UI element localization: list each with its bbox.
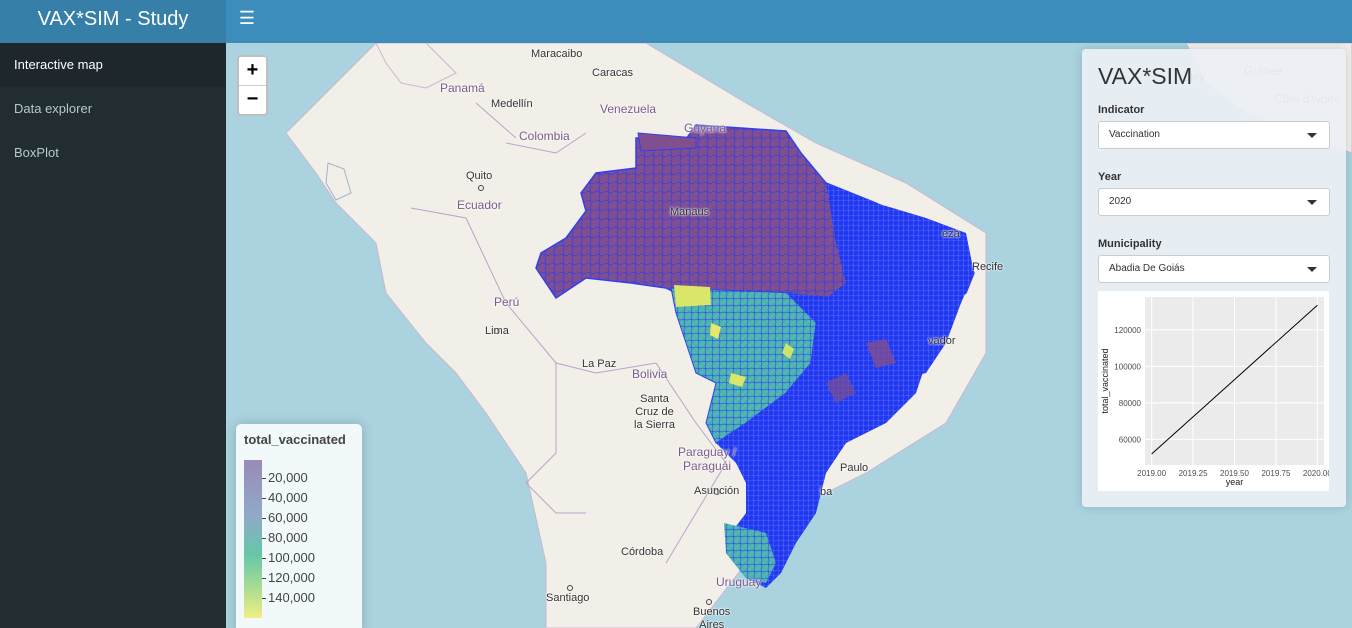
legend-tick: 40,000 xyxy=(262,490,308,505)
zoom-in-button[interactable]: + xyxy=(239,57,266,86)
y-tick-label: 60000 xyxy=(1119,435,1142,444)
sidebar: Interactive map Data explorer BoxPlot xyxy=(0,43,226,628)
map-legend: total_vaccinated 20,000 40,000 60,000 80… xyxy=(236,424,362,628)
map-label-fortaleza: eza xyxy=(942,228,960,240)
x-axis-title: year xyxy=(1226,477,1244,487)
map-label-santacruz: Santa Cruz de la Sierra xyxy=(634,393,675,431)
map-label-caracas: Caracas xyxy=(592,67,633,79)
x-tick-label: 2020.00 xyxy=(1303,469,1329,478)
map-label-sao-paulo: Paulo xyxy=(840,462,869,474)
map-label-curitiba: ba xyxy=(820,486,833,498)
legend-color-ramp xyxy=(244,460,262,618)
map-label-asuncion: Asunción xyxy=(694,485,740,497)
galapagos-island xyxy=(325,162,352,201)
sidebar-item-data-explorer[interactable]: Data explorer xyxy=(14,101,93,116)
caret-down-icon xyxy=(1307,267,1317,272)
vaccination-plot: 2019.00 2019.25 2019.50 2019.75 2020.00 60000… xyxy=(1098,291,1329,491)
map-label-peru: Perú xyxy=(494,295,520,309)
caret-down-icon xyxy=(1307,200,1317,205)
interactive-map[interactable]: Maracaibo Caracas Panamá Medellín Venezu… xyxy=(226,43,1352,628)
map-label-lima: Lima xyxy=(485,325,509,337)
legend-tick: 120,000 xyxy=(262,570,315,585)
indicator-label: Indicator xyxy=(1098,104,1145,116)
legend-tick: 60,000 xyxy=(262,510,308,525)
year-select[interactable]: 2020 xyxy=(1098,188,1330,216)
map-label-manaus: Manaus xyxy=(670,206,710,218)
zoom-control: + − xyxy=(237,55,268,116)
map-label-colombia: Colombia xyxy=(519,129,570,143)
legend-tick: 80,000 xyxy=(262,530,308,545)
legend-title: total_vaccinated xyxy=(244,432,346,447)
municipality-select[interactable]: Abadia De Goiás xyxy=(1098,255,1330,283)
header-bar: VAX*SIM - Study ☰ xyxy=(0,0,1352,43)
y-tick-label: 120000 xyxy=(1114,326,1141,335)
map-label-ecuador: Ecuador xyxy=(457,198,502,212)
map-label-uruguay: Uruguay xyxy=(716,575,762,589)
indicator-select[interactable]: Vaccination xyxy=(1098,121,1330,149)
map-label-venezuela: Venezuela xyxy=(600,102,657,116)
map-label-santiago: Santiago xyxy=(546,592,590,604)
map-label-bolivia: Bolivia xyxy=(632,367,668,381)
legend-tick: 20,000 xyxy=(262,470,308,485)
indicator-value: Vaccination xyxy=(1109,129,1160,140)
municipality-value: Abadia De Goiás xyxy=(1109,263,1185,274)
map-label-lapaz: La Paz xyxy=(582,358,617,370)
x-tick-label: 2019.00 xyxy=(1137,469,1166,478)
year-label: Year xyxy=(1098,171,1122,183)
municipality-label: Municipality xyxy=(1098,238,1162,250)
map-label-medellin: Medellín xyxy=(491,98,533,110)
caret-down-icon xyxy=(1307,133,1317,138)
map-label-guyana: Guyana xyxy=(684,121,727,135)
map-label-quito: Quito xyxy=(466,170,493,182)
y-axis-title: total_vaccinated xyxy=(1100,348,1110,413)
map-label-cordoba: Córdoba xyxy=(621,546,664,558)
legend-tick: 100,000 xyxy=(262,550,315,565)
series-line xyxy=(1151,304,1318,455)
line-chart: 2019.00 2019.25 2019.50 2019.75 2020.00 60000… xyxy=(1100,297,1329,487)
map-label-buenos-aires: Buenos Aires xyxy=(693,606,731,628)
map-label-maracaibo: Maracaibo xyxy=(531,48,583,60)
legend-tick: 140,000 xyxy=(262,590,315,605)
x-tick-label: 2019.50 xyxy=(1220,469,1249,478)
y-tick-label: 100000 xyxy=(1114,362,1141,371)
control-panel: VAX*SIM Indicator Vaccination Year 2020 … xyxy=(1082,49,1346,507)
sidebar-item-boxplot[interactable]: BoxPlot xyxy=(14,145,59,160)
map-label-panama: Panamá xyxy=(440,81,485,95)
map-label-paraguay: Paraguay / Paraguái xyxy=(678,445,737,473)
panel-title: VAX*SIM xyxy=(1098,63,1193,89)
x-tick-label: 2019.75 xyxy=(1261,469,1290,478)
map-label-salvador: vador xyxy=(928,335,956,347)
sidebar-item-interactive-map[interactable]: Interactive map xyxy=(0,43,226,87)
x-tick-label: 2019.25 xyxy=(1179,469,1208,478)
brazil-south-region xyxy=(716,293,926,588)
zoom-out-button[interactable]: − xyxy=(246,88,259,110)
year-value: 2020 xyxy=(1109,196,1132,207)
map-canvas[interactable] xyxy=(226,43,1352,628)
y-tick-label: 80000 xyxy=(1119,399,1142,408)
sidebar-toggle-icon[interactable]: ☰ xyxy=(238,8,256,28)
map-label-recife: Recife xyxy=(972,261,1004,273)
central-america-land xyxy=(375,43,457,89)
app-brand[interactable]: VAX*SIM - Study xyxy=(0,0,226,43)
